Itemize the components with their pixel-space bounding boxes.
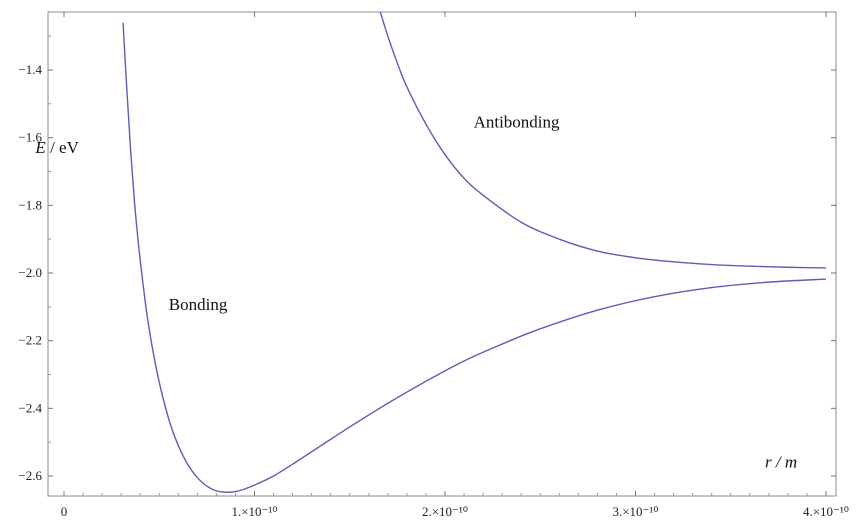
x-tick-label: 0: [61, 504, 68, 519]
x-axis-label: r / m: [765, 453, 797, 472]
axis-ticks: [48, 12, 836, 496]
antibonding-label: Antibonding: [474, 113, 560, 132]
y-tick-label: −2.2: [18, 333, 42, 348]
bonding-curve: [122, 22, 827, 493]
y-tick-label: −1.6: [18, 130, 42, 145]
x-tick-label: 3.×10⁻¹⁰: [612, 504, 658, 519]
chart-annotations: Bonding Antibonding: [169, 113, 560, 315]
axis-tick-labels: −1.4 −1.6 −1.8 −2.0 −2.2 −2.4 −2.6 0 1.×10⁻¹⁰ 2.×…: [18, 62, 849, 519]
y-tick-label: −1.4: [18, 62, 42, 77]
antibonding-curve: [379, 12, 827, 269]
y-axis-label: E / eV: [34, 138, 79, 157]
y-tick-label: −2.0: [18, 265, 42, 280]
chart-series: [122, 12, 827, 493]
x-tick-label: 2.×10⁻¹⁰: [422, 504, 468, 519]
x-tick-label: 4.×10⁻¹⁰: [803, 504, 849, 519]
y-tick-label: −2.4: [18, 400, 42, 415]
x-tick-label: 1.×10⁻¹⁰: [231, 504, 277, 519]
y-tick-label: −2.6: [18, 468, 42, 483]
y-tick-label: −1.8: [18, 197, 42, 212]
plot-frame: [47, 11, 837, 497]
bonding-label: Bonding: [169, 295, 228, 314]
